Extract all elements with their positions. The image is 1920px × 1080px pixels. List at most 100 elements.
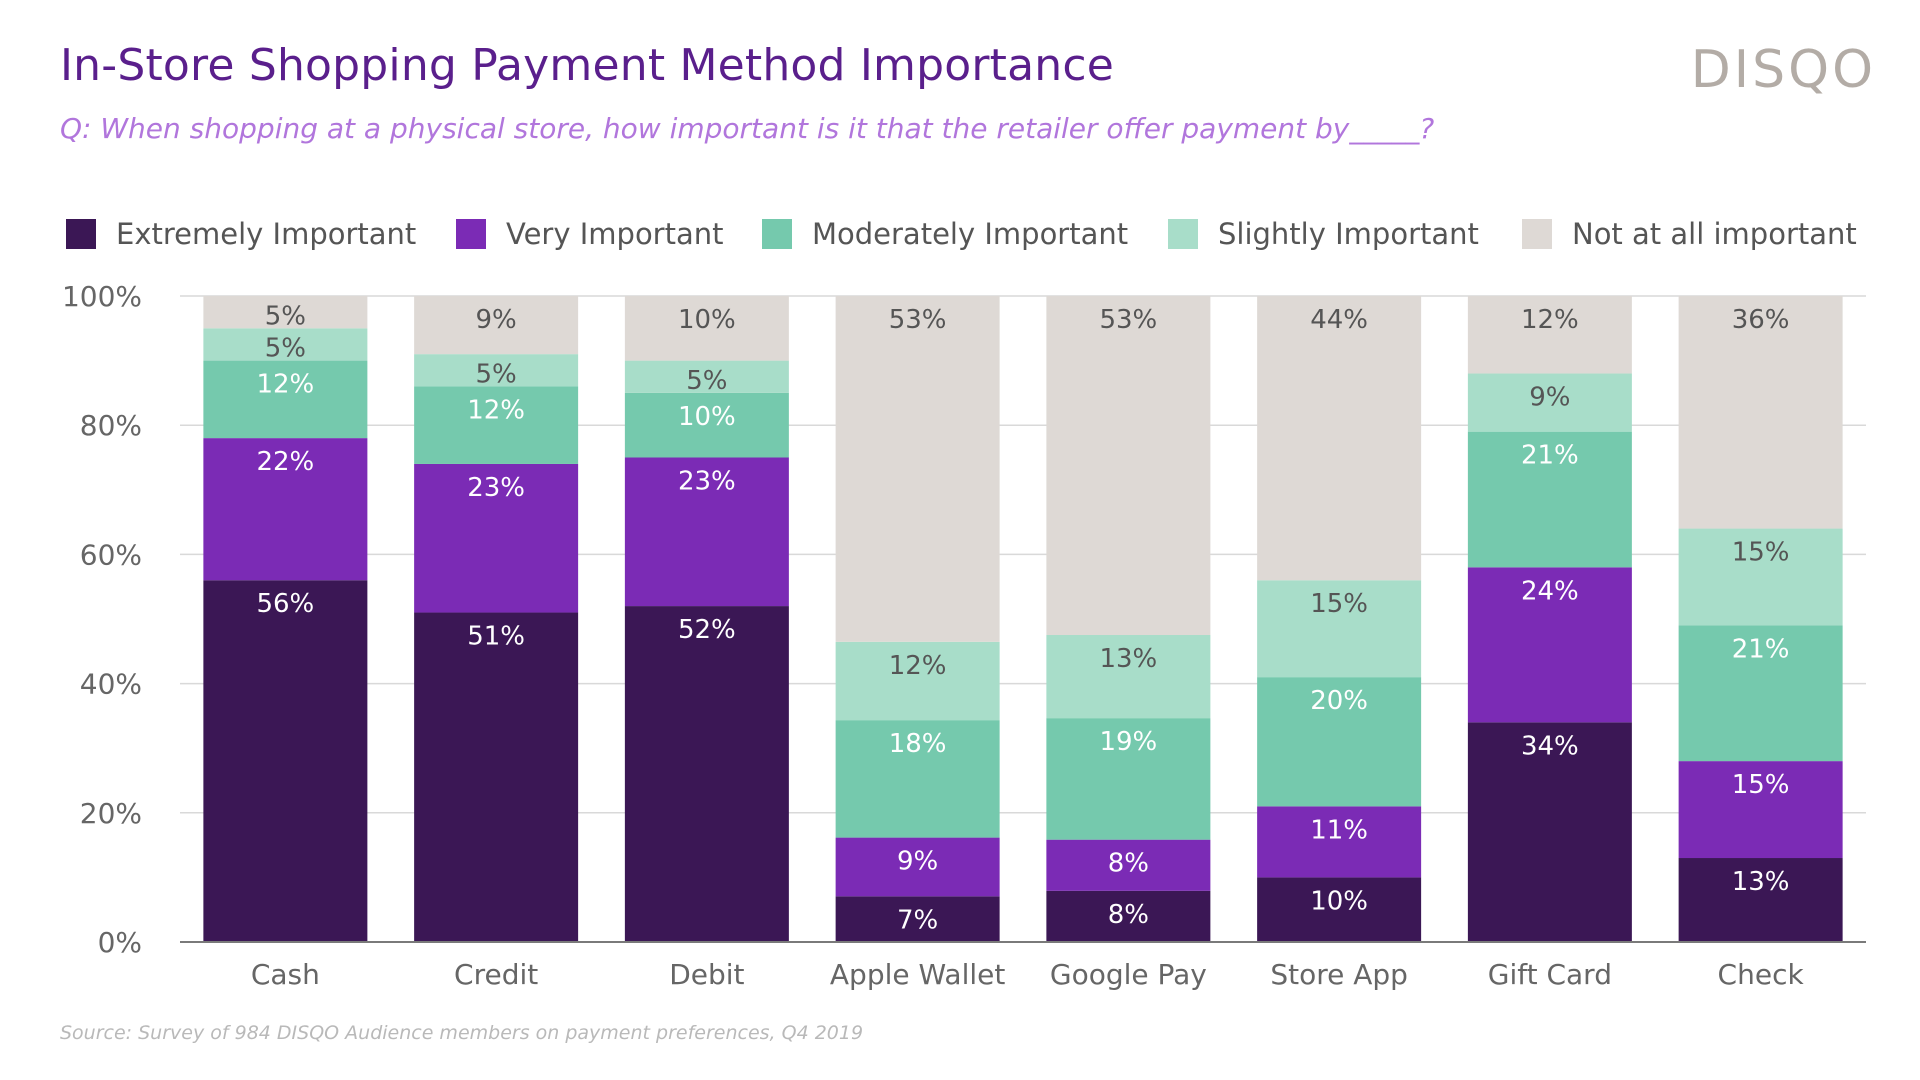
- bar-segment: [835, 296, 1000, 642]
- bar-segment: [203, 296, 368, 329]
- legend-label-1: Very Important: [506, 217, 724, 251]
- bar-segment: [1046, 634, 1211, 719]
- bar-segment: [1678, 296, 1843, 529]
- bar-group-store-app: 10% 11% 20% 15% 44%: [1257, 296, 1422, 942]
- bar-segment: [835, 837, 1000, 897]
- data-label: 12%: [256, 370, 314, 400]
- bar-segment: [1046, 839, 1211, 891]
- bar-segment: [624, 296, 789, 361]
- data-label: 11%: [1310, 815, 1368, 845]
- bar-segment: [1257, 877, 1422, 942]
- bar-segment: [414, 386, 579, 464]
- data-label: 44%: [1310, 305, 1368, 335]
- x-category-label: Gift Card: [1488, 958, 1612, 991]
- legend-swatch-2: [762, 219, 792, 249]
- data-label: 9%: [1529, 383, 1570, 413]
- source-note: Source: Survey of 984 DISQO Audience mem…: [60, 1022, 864, 1044]
- bar-group-google-pay: 8% 8% 19% 13% 53%: [1046, 296, 1211, 942]
- data-label: 8%: [1108, 900, 1149, 930]
- bar-segment: [624, 606, 789, 942]
- bar-segment: [414, 612, 579, 942]
- y-tick-label: 20%: [80, 797, 142, 830]
- data-label: 18%: [889, 729, 947, 759]
- chart-legend: Extremely Important Very Important Moderat…: [66, 217, 1857, 251]
- data-label: 20%: [1310, 686, 1368, 716]
- legend-label-0: Extremely Important: [116, 217, 416, 251]
- bar-segment: [1678, 528, 1843, 626]
- y-tick-label: 100%: [62, 280, 142, 313]
- chart-subtitle: Q: When shopping at a physical store, ho…: [60, 112, 1435, 145]
- bar-segment: [203, 438, 368, 581]
- bar-group-debit: 52% 23% 10% 5% 10%: [624, 296, 789, 942]
- bar-segment: [1046, 718, 1211, 840]
- bar-segment: [1678, 858, 1843, 942]
- data-label: 23%: [467, 473, 525, 503]
- disqo-logo: DISQO: [1690, 40, 1876, 100]
- chart-title: In-Store Shopping Payment Method Importa…: [60, 40, 1115, 91]
- legend-swatch-4: [1522, 219, 1552, 249]
- bar-segment: [203, 360, 368, 439]
- x-category-label: Apple Wallet: [830, 958, 1005, 991]
- y-tick-label: 0%: [98, 926, 142, 959]
- data-label: 15%: [1310, 589, 1368, 619]
- bar-segment: [1467, 431, 1632, 568]
- bar-segment: [414, 296, 579, 355]
- data-label: 13%: [1732, 867, 1790, 897]
- legend-label-4: Not at all important: [1572, 217, 1857, 251]
- data-label: 13%: [1099, 644, 1157, 674]
- bar-segment: [1467, 373, 1632, 432]
- bar-segment: [835, 641, 1000, 721]
- data-label: 51%: [467, 622, 525, 652]
- x-category-label: Debit: [669, 958, 744, 991]
- x-category-label: Google Pay: [1050, 958, 1207, 991]
- data-label: 12%: [889, 651, 947, 681]
- bar-segment: [203, 328, 368, 361]
- data-label: 5%: [265, 301, 306, 331]
- bar-segment: [203, 580, 368, 942]
- data-label: 23%: [678, 467, 736, 497]
- data-label: 53%: [1099, 305, 1157, 335]
- data-label: 12%: [1521, 305, 1579, 335]
- bar-group-credit: 51% 23% 12% 5% 9%: [414, 296, 579, 942]
- bar-segment: [624, 457, 789, 607]
- bar-group-apple-wallet: 7% 9% 18% 12% 53%: [835, 296, 1000, 942]
- bar-group-cash: 56% 22% 12% 5%5%: [203, 296, 368, 942]
- bar-segment: [1467, 722, 1632, 942]
- data-label: 36%: [1732, 305, 1790, 335]
- bar-segment: [1046, 296, 1211, 635]
- bar-segment: [1678, 625, 1843, 762]
- chart-bars: 56%22%12%5%5%51%23%12%5%9%52%23%10%5%10%…: [203, 296, 1843, 942]
- data-label: 10%: [1310, 886, 1368, 916]
- y-tick-label: 60%: [80, 538, 142, 571]
- data-label: 8%: [1108, 849, 1149, 879]
- x-category-label: Store App: [1270, 958, 1408, 991]
- y-tick-label: 40%: [80, 668, 142, 701]
- bar-segment: [624, 392, 789, 458]
- bar-segment: [1467, 296, 1632, 374]
- legend-swatch-1: [456, 219, 486, 249]
- bar-segment: [1467, 567, 1632, 723]
- data-label: 19%: [1099, 727, 1157, 757]
- data-label: 9%: [476, 305, 517, 335]
- bar-group-check: 13% 15% 21% 15% 36%: [1678, 296, 1843, 942]
- data-label: 34%: [1521, 731, 1579, 761]
- data-label: 5%: [686, 366, 727, 396]
- bar-segment: [624, 360, 789, 393]
- bar-group-gift-card: 34% 24% 21% 9% 12%: [1467, 296, 1632, 942]
- legend-swatch-3: [1168, 219, 1198, 249]
- data-label: 10%: [678, 305, 736, 335]
- data-label: 9%: [897, 847, 938, 877]
- bar-segment: [1257, 806, 1422, 878]
- legend-label-3: Slightly Important: [1218, 217, 1479, 251]
- x-category-label: Cash: [251, 958, 320, 991]
- data-label: 10%: [678, 402, 736, 432]
- data-label: 5%: [476, 359, 517, 389]
- data-label: 22%: [256, 447, 314, 477]
- data-label: 7%: [897, 905, 938, 935]
- data-label: 53%: [889, 305, 947, 335]
- bar-segment: [1046, 890, 1211, 942]
- data-label: 12%: [467, 395, 525, 425]
- y-tick-label: 80%: [80, 409, 142, 442]
- data-label: 52%: [678, 615, 736, 645]
